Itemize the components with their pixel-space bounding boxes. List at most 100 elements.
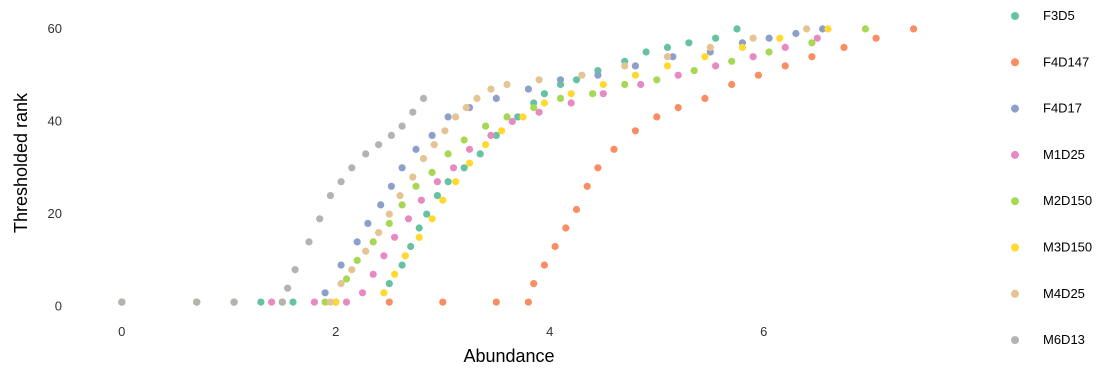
legend-label: F3D5 (1043, 8, 1075, 23)
legend-item-f3d5: F3D5 (1011, 8, 1075, 23)
data-point (452, 178, 460, 186)
data-point (824, 25, 832, 33)
data-point (819, 25, 827, 33)
data-point (348, 164, 356, 172)
data-point (556, 94, 565, 102)
data-point (375, 141, 383, 149)
data-point (441, 127, 449, 135)
data-point (524, 298, 533, 306)
data-point (291, 266, 299, 274)
x-tick-label: 6 (760, 324, 767, 339)
y-axis-ticks: 0 20 40 60 (48, 21, 62, 314)
data-point (482, 122, 490, 130)
data-point (706, 43, 714, 52)
series-m1d25 (118, 34, 821, 306)
data-point (305, 238, 313, 246)
data-point (567, 90, 575, 98)
data-point (808, 39, 816, 47)
data-point (530, 280, 538, 288)
data-point (503, 113, 511, 121)
legend-label: M1D25 (1043, 147, 1085, 162)
data-point (535, 108, 543, 116)
series-m6d13 (118, 94, 428, 306)
data-point (556, 76, 565, 84)
data-point (398, 122, 406, 130)
data-point (813, 34, 821, 42)
data-point (321, 289, 329, 297)
data-point (754, 71, 763, 79)
data-point (781, 43, 789, 52)
data-point (417, 196, 425, 204)
data-point (412, 145, 420, 153)
data-point (439, 298, 447, 306)
data-point (419, 155, 428, 163)
data-point (482, 141, 490, 149)
data-point (749, 53, 757, 61)
data-point (540, 90, 549, 98)
data-point (567, 99, 575, 107)
data-point (589, 90, 597, 98)
legend-marker (1011, 104, 1019, 113)
data-point (701, 53, 709, 61)
data-point (428, 168, 436, 176)
data-point (749, 34, 757, 42)
data-point (674, 104, 682, 112)
data-point (415, 233, 423, 241)
data-point (380, 289, 388, 297)
x-axis-ticks: 0 2 4 6 (118, 324, 767, 339)
data-point (765, 48, 773, 56)
data-point (669, 53, 677, 61)
data-point (653, 76, 661, 84)
data-point (663, 53, 672, 61)
data-point (872, 34, 880, 42)
data-point (385, 280, 393, 288)
legend-marker (1011, 12, 1019, 20)
data-point (364, 219, 372, 227)
data-point (808, 53, 816, 61)
data-point (387, 182, 395, 190)
data-point (268, 298, 276, 306)
data-point (465, 145, 474, 153)
legend-item-m6d13: M6D13 (1011, 332, 1085, 347)
data-point (257, 298, 265, 306)
data-point (674, 71, 682, 79)
y-tick-label: 60 (48, 21, 62, 36)
data-point (642, 48, 650, 56)
data-point (278, 298, 286, 306)
series-m3d150 (118, 25, 832, 306)
data-point (910, 25, 918, 33)
data-point (765, 34, 773, 42)
data-point (449, 164, 458, 172)
data-point (781, 62, 789, 70)
data-point (599, 90, 607, 98)
data-point (476, 150, 484, 158)
data-point (321, 298, 329, 306)
data-point (460, 164, 468, 172)
data-point (385, 210, 393, 218)
data-point (599, 80, 607, 89)
data-point (401, 252, 409, 260)
legend-label: M6D13 (1043, 332, 1085, 347)
data-point (289, 298, 297, 306)
data-point (362, 247, 370, 255)
series-f3d5 (118, 25, 741, 306)
data-point (452, 113, 460, 121)
data-point (310, 298, 318, 306)
data-point (733, 25, 741, 33)
data-point (337, 178, 345, 186)
data-point (728, 57, 736, 65)
data-point (637, 80, 645, 89)
data-point (462, 104, 470, 112)
data-point (551, 242, 559, 251)
data-point (326, 298, 334, 306)
data-point (840, 43, 848, 52)
data-point (562, 224, 570, 232)
data-point (415, 224, 423, 232)
data-point (514, 113, 522, 121)
legend-label: M4D25 (1043, 286, 1085, 301)
data-point (385, 298, 393, 306)
data-point (337, 280, 345, 288)
data-point (792, 29, 800, 38)
data-point (407, 242, 415, 251)
data-point (540, 261, 549, 269)
